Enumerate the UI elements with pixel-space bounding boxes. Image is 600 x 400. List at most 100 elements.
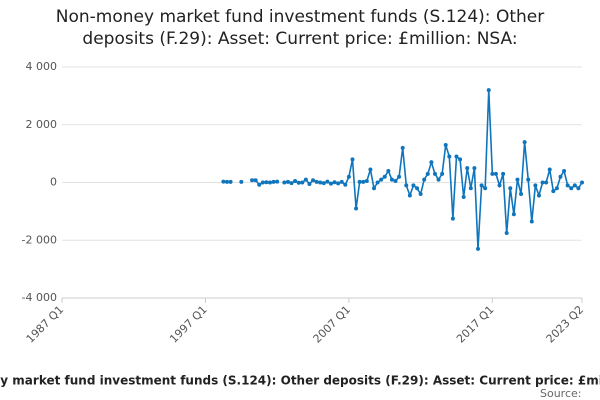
point xyxy=(221,179,226,184)
point xyxy=(264,180,269,185)
point xyxy=(275,179,280,184)
point xyxy=(504,231,509,236)
point xyxy=(293,179,298,184)
point xyxy=(519,192,524,197)
point xyxy=(354,206,359,211)
point xyxy=(468,186,473,191)
point xyxy=(386,168,391,173)
point xyxy=(511,212,516,217)
chart-title: Non-money market fund investment funds (… xyxy=(55,7,545,49)
point xyxy=(572,183,577,188)
point xyxy=(372,186,376,191)
point xyxy=(569,186,574,191)
point xyxy=(547,167,552,172)
point xyxy=(580,180,584,185)
point xyxy=(551,189,556,194)
x-tick-label: 2017 Q1 xyxy=(454,303,497,346)
point xyxy=(522,140,527,145)
point xyxy=(483,186,488,191)
point xyxy=(268,180,272,185)
x-tick-label: 1987 Q1 xyxy=(24,303,67,346)
point xyxy=(465,166,470,171)
point xyxy=(554,186,559,191)
point xyxy=(515,177,520,182)
point xyxy=(443,142,448,147)
legend-label: Non-money market fund investment funds (… xyxy=(0,374,600,388)
point xyxy=(332,180,337,185)
point xyxy=(282,180,287,185)
point xyxy=(436,177,441,182)
point xyxy=(429,160,434,165)
point xyxy=(336,181,341,186)
x-tick-label: 2007 Q1 xyxy=(311,303,354,346)
x-tick-label: 2023 Q2 xyxy=(544,303,587,346)
point xyxy=(458,157,463,162)
y-tick-label: 0 xyxy=(50,176,57,189)
point xyxy=(404,183,409,188)
point xyxy=(361,179,366,184)
point xyxy=(325,179,330,184)
point xyxy=(253,178,258,183)
point xyxy=(565,183,570,188)
point xyxy=(562,168,567,173)
point xyxy=(493,171,498,176)
point xyxy=(533,183,538,188)
point xyxy=(411,183,416,188)
point xyxy=(407,193,412,198)
point xyxy=(239,179,244,184)
point xyxy=(508,186,513,191)
point xyxy=(479,183,484,188)
point xyxy=(357,179,362,184)
point xyxy=(486,88,491,93)
point xyxy=(501,171,506,176)
point xyxy=(228,179,233,184)
point xyxy=(318,180,323,185)
point xyxy=(382,174,387,179)
point xyxy=(389,177,394,182)
point xyxy=(311,178,316,183)
y-tick-label: -2 000 xyxy=(22,233,57,246)
point xyxy=(540,180,545,185)
point xyxy=(285,179,290,184)
point xyxy=(289,181,294,186)
point xyxy=(472,166,477,171)
point xyxy=(400,145,405,150)
point xyxy=(447,154,452,159)
point xyxy=(257,182,262,187)
point xyxy=(260,180,265,185)
point xyxy=(343,182,348,187)
point xyxy=(422,177,427,182)
point xyxy=(490,171,495,176)
point xyxy=(576,186,581,191)
point xyxy=(393,179,398,184)
point xyxy=(397,174,402,179)
point xyxy=(350,157,355,162)
line xyxy=(284,90,583,249)
point xyxy=(415,186,420,191)
point xyxy=(461,194,466,199)
point xyxy=(432,171,437,176)
point xyxy=(271,179,276,184)
point xyxy=(425,171,430,176)
point xyxy=(529,219,534,224)
point xyxy=(440,171,445,176)
point xyxy=(364,179,369,184)
y-tick-label: -4 000 xyxy=(22,291,57,304)
point xyxy=(300,180,305,185)
point xyxy=(339,179,344,184)
point xyxy=(476,246,480,251)
point xyxy=(450,216,455,221)
point xyxy=(536,193,541,198)
point xyxy=(314,179,319,184)
x-tick-label: 1997 Q1 xyxy=(167,303,210,346)
y-tick-label: 4 000 xyxy=(26,60,58,73)
point xyxy=(307,181,312,186)
source: Source: xyxy=(540,387,582,400)
point xyxy=(375,180,380,185)
point xyxy=(296,180,301,185)
point xyxy=(544,180,549,185)
point xyxy=(321,181,326,186)
point xyxy=(558,174,563,179)
point xyxy=(224,179,229,184)
